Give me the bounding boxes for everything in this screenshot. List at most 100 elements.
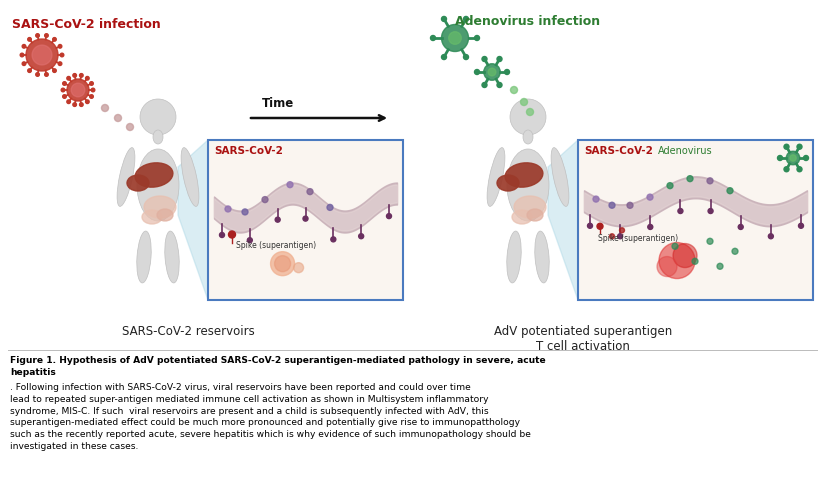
Circle shape [386,214,392,219]
Circle shape [707,178,713,184]
Circle shape [597,223,603,229]
Ellipse shape [137,231,151,283]
Circle shape [732,249,738,254]
Circle shape [482,56,487,62]
Circle shape [441,55,446,60]
Circle shape [60,53,64,57]
Circle shape [79,103,83,107]
Text: Time: Time [262,97,295,110]
Circle shape [28,69,31,72]
Circle shape [59,62,62,65]
Circle shape [90,82,93,85]
Circle shape [784,144,789,149]
Circle shape [620,228,625,233]
Text: SARS-CoV-2 reservoirs: SARS-CoV-2 reservoirs [121,325,254,338]
Circle shape [53,37,56,41]
Ellipse shape [135,163,173,187]
Ellipse shape [182,147,199,206]
Ellipse shape [514,196,546,218]
Circle shape [248,238,252,243]
Ellipse shape [535,231,549,283]
FancyBboxPatch shape [578,140,813,300]
Circle shape [483,64,500,80]
Circle shape [657,256,677,276]
Circle shape [707,238,713,245]
Circle shape [441,16,446,21]
Circle shape [790,155,796,161]
Circle shape [63,82,66,85]
Circle shape [678,209,683,214]
Circle shape [799,223,804,228]
Circle shape [303,216,308,221]
Circle shape [22,44,26,48]
Circle shape [692,258,698,264]
Ellipse shape [137,149,179,221]
Circle shape [35,34,40,37]
Circle shape [271,251,295,276]
Circle shape [67,100,70,104]
Circle shape [101,105,109,112]
Circle shape [73,74,77,77]
Text: SARS-CoV-2: SARS-CoV-2 [584,146,653,156]
Circle shape [262,197,268,203]
Circle shape [86,100,89,104]
Circle shape [229,231,235,238]
Circle shape [71,83,85,97]
Ellipse shape [551,147,569,206]
Circle shape [449,32,461,44]
Circle shape [768,234,773,239]
Circle shape [474,70,479,75]
Ellipse shape [127,175,149,191]
Circle shape [32,45,52,65]
Ellipse shape [507,149,549,221]
Circle shape [505,70,510,75]
Text: Adenovirus: Adenovirus [658,146,713,156]
Circle shape [784,167,789,172]
Circle shape [86,77,89,80]
Circle shape [673,244,697,267]
Circle shape [79,74,83,77]
Circle shape [797,144,802,149]
Circle shape [521,99,527,106]
Circle shape [90,95,93,98]
Circle shape [22,62,26,65]
Circle shape [92,88,95,92]
Ellipse shape [144,196,176,218]
Circle shape [587,223,592,228]
Circle shape [276,217,280,222]
Circle shape [126,124,134,130]
Circle shape [804,155,808,160]
Circle shape [242,209,248,215]
Ellipse shape [507,231,521,283]
Ellipse shape [165,231,179,283]
Circle shape [20,53,24,57]
Circle shape [727,188,733,194]
Circle shape [59,44,62,48]
Circle shape [26,39,58,71]
Circle shape [225,206,231,212]
Circle shape [738,225,743,230]
FancyBboxPatch shape [208,140,403,300]
Circle shape [609,202,615,208]
Circle shape [67,77,70,80]
Circle shape [115,115,121,122]
Circle shape [275,255,290,272]
Circle shape [672,244,678,249]
Text: Spike (superantigen): Spike (superantigen) [598,234,678,244]
Circle shape [786,151,799,165]
Ellipse shape [527,209,543,221]
Circle shape [497,83,502,88]
Circle shape [73,103,77,107]
Text: SARS-CoV-2 infection: SARS-CoV-2 infection [12,18,161,31]
Circle shape [777,155,782,160]
Ellipse shape [117,147,135,206]
Circle shape [359,234,364,239]
Circle shape [474,35,479,40]
Circle shape [708,209,713,214]
Circle shape [593,196,599,202]
Circle shape [687,176,693,182]
Circle shape [35,73,40,76]
Circle shape [717,263,723,269]
Ellipse shape [523,130,533,144]
Circle shape [307,189,313,195]
